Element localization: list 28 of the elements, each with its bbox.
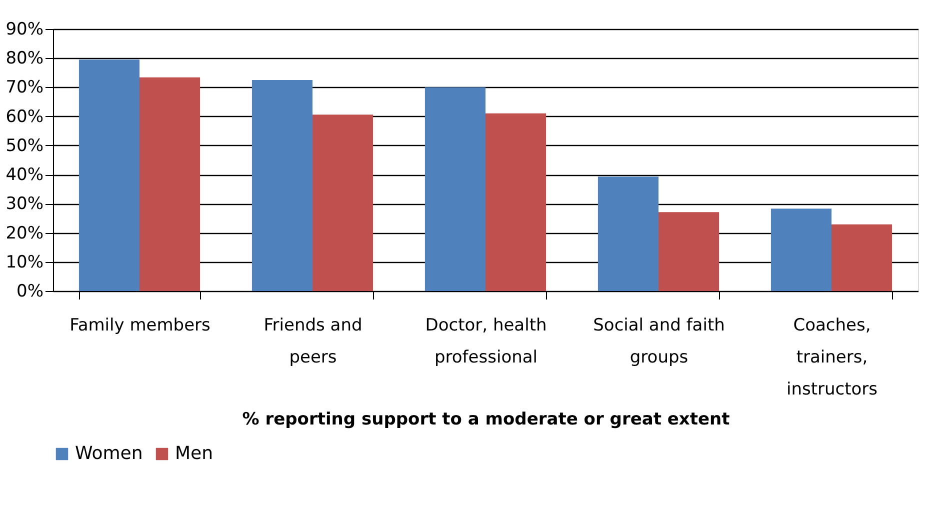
y-tick-label: 10%: [6, 252, 44, 272]
y-tick-label: 90%: [6, 20, 44, 40]
x-axis-title: % reporting support to a moderate or great extent: [242, 410, 730, 430]
bar: [252, 80, 312, 291]
bar: [424, 87, 486, 291]
bar: [832, 224, 892, 291]
bar: [658, 212, 720, 291]
bar: [78, 60, 140, 291]
x-tick-label: Friends and peers: [264, 316, 362, 368]
bar: [486, 113, 546, 291]
y-tick-label: 80%: [6, 48, 44, 69]
legend-label: Women: [75, 443, 143, 464]
legend-label: Men: [175, 443, 214, 464]
bar: [312, 114, 374, 291]
y-tick-label: 60%: [6, 106, 44, 127]
bar: [770, 208, 832, 291]
x-tick-label: Family members: [70, 316, 211, 336]
bar: [598, 176, 658, 291]
y-tick-label: 40%: [6, 165, 44, 186]
y-tick-label: 20%: [6, 223, 44, 244]
x-tick-label: Coaches, trainers, instructors: [786, 316, 878, 400]
y-tick-label: 50%: [6, 136, 44, 156]
bar: [140, 77, 200, 291]
x-tick-label: Social and faith groups: [593, 316, 725, 368]
y-tick-label: 30%: [6, 194, 44, 214]
x-tick-label: Doctor, health professional: [425, 316, 547, 368]
y-tick-label: 70%: [6, 78, 44, 98]
y-tick-label: 0%: [16, 282, 44, 302]
